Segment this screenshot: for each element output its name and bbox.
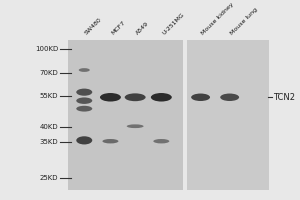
Text: 40KD: 40KD xyxy=(40,124,58,130)
Ellipse shape xyxy=(127,124,144,128)
Ellipse shape xyxy=(220,94,239,101)
Ellipse shape xyxy=(76,106,92,112)
Ellipse shape xyxy=(76,97,92,104)
Ellipse shape xyxy=(125,93,146,101)
Ellipse shape xyxy=(151,93,172,102)
Text: SW480: SW480 xyxy=(84,17,103,36)
Ellipse shape xyxy=(100,93,121,102)
Text: 35KD: 35KD xyxy=(40,139,58,145)
Ellipse shape xyxy=(102,139,119,143)
Ellipse shape xyxy=(153,139,169,143)
Text: MCF7: MCF7 xyxy=(110,20,126,36)
Text: A549: A549 xyxy=(135,21,150,36)
Ellipse shape xyxy=(79,68,90,72)
Text: 100KD: 100KD xyxy=(35,46,58,52)
Ellipse shape xyxy=(76,89,92,96)
Text: 55KD: 55KD xyxy=(40,93,58,99)
Bar xyxy=(187,40,269,190)
Text: U-251MG: U-251MG xyxy=(161,12,185,36)
Ellipse shape xyxy=(76,136,92,144)
Text: TCN2: TCN2 xyxy=(273,93,295,102)
Text: 70KD: 70KD xyxy=(39,70,58,76)
Ellipse shape xyxy=(191,94,210,101)
Text: Mouse lung: Mouse lung xyxy=(230,7,259,36)
Text: 25KD: 25KD xyxy=(40,175,58,181)
Bar xyxy=(68,40,183,190)
Text: Mouse kidney: Mouse kidney xyxy=(201,2,235,36)
